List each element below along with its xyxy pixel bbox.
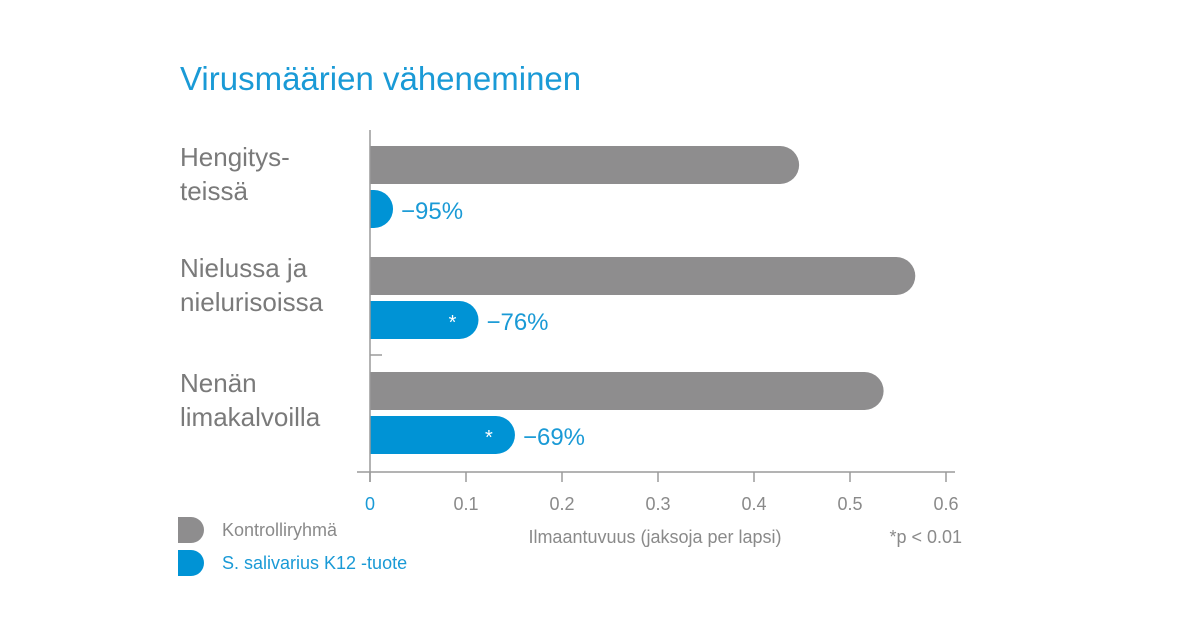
category-label-line: Hengitys- xyxy=(180,142,290,172)
category-label-line: nielurisoissa xyxy=(180,287,324,317)
x-tick-label: 0.2 xyxy=(549,494,574,514)
control-bar xyxy=(370,257,916,295)
x-tick-label: 0.4 xyxy=(741,494,766,514)
control-bar xyxy=(370,372,884,410)
reduction-label: −69% xyxy=(523,424,585,451)
category-label: Nenän limakalvoilla xyxy=(180,368,321,432)
significance-marker: * xyxy=(449,312,457,334)
legend-swatch-k12 xyxy=(178,550,204,576)
category-label: Hengitys-teissä xyxy=(180,142,290,206)
significance-marker: * xyxy=(485,427,493,449)
k12-bar xyxy=(370,301,479,339)
legend-label: S. salivarius K12 -tuote xyxy=(222,553,407,573)
category-label-line: Nielussa ja xyxy=(180,253,308,283)
k12-bar xyxy=(370,416,515,454)
x-tick-label: 0.3 xyxy=(645,494,670,514)
reduction-label: −76% xyxy=(486,309,548,336)
control-bar xyxy=(370,146,800,184)
x-axis-label: Ilmaantuvuus (jaksoja per lapsi) xyxy=(528,527,781,547)
x-tick-label: 0.1 xyxy=(453,494,478,514)
legend-label: Kontrolliryhmä xyxy=(222,520,338,540)
legend-swatch-control xyxy=(178,517,204,543)
footnote: *p < 0.01 xyxy=(889,527,962,547)
k12-bar xyxy=(370,190,394,228)
category-label-line: limakalvoilla xyxy=(180,402,321,432)
category-label-line: Nenän xyxy=(180,368,257,398)
x-tick-label: 0 xyxy=(365,494,375,514)
chart-title: Virusmäärien väheneminen xyxy=(180,60,581,97)
category-label: Nielussa ja nielurisoissa xyxy=(180,253,324,317)
significance-marker: * xyxy=(363,201,371,223)
x-tick-label: 0.6 xyxy=(933,494,958,514)
category-label-line: teissä xyxy=(180,176,248,206)
x-tick-label: 0.5 xyxy=(837,494,862,514)
reduction-label: −95% xyxy=(401,198,463,225)
